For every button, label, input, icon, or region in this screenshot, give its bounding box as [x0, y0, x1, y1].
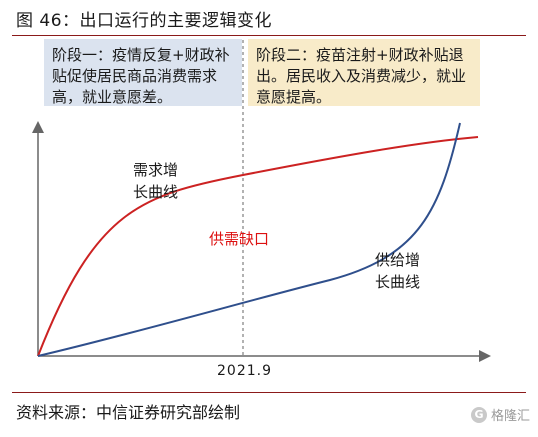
top-rule	[12, 35, 526, 36]
supply-curve-label-line1: 供给增	[375, 251, 420, 269]
bottom-rule	[12, 392, 526, 393]
demand-curve-label-line2: 长曲线	[133, 183, 178, 201]
source-note: 资料来源：中信证券研究部绘制	[16, 403, 241, 422]
phase2-box: 阶段二：疫苗注射+财政补贴退出。居民收入及消费减少，就业意愿提高。	[248, 39, 480, 106]
watermark: G 格隆汇	[470, 405, 530, 424]
supply-curve	[37, 122, 461, 357]
demand-curve-label-line1: 需求增	[133, 161, 178, 179]
phase1-box: 阶段一：疫情反复+财政补贴促使居民商品消费需求高，就业意愿差。	[44, 39, 242, 106]
supply-curve-label-line2: 长曲线	[375, 273, 420, 291]
figure-title: 图 46：出口运行的主要逻辑变化	[16, 11, 273, 31]
watermark-logo-icon: G	[470, 406, 487, 423]
demand-curve	[37, 136, 479, 357]
watermark-text: 格隆汇	[490, 409, 530, 424]
diagram-canvas: 需求增 长曲线 供需缺口 供给增 长曲线 2021.9	[32, 40, 491, 379]
gap-label: 供需缺口	[209, 230, 269, 248]
x-axis-tick-label: 2021.9	[217, 363, 272, 379]
